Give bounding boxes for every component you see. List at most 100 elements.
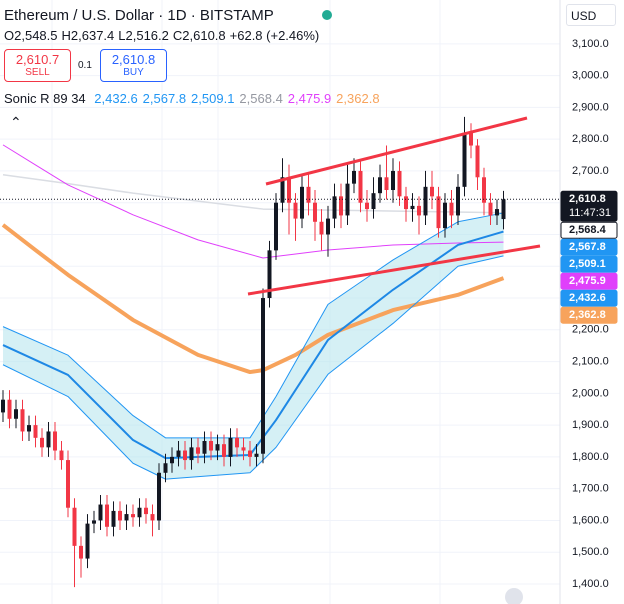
candle-body (365, 202, 369, 210)
y-tick-label: 2,900.0 (572, 101, 609, 113)
candle-body (430, 186, 434, 197)
candle-body (475, 145, 480, 178)
change: +62.8 (+2.46%) (229, 28, 320, 43)
candle-body (228, 437, 233, 457)
band-fill (3, 212, 504, 480)
price-tag (560, 190, 618, 222)
spread: 0.1 (78, 60, 92, 71)
price-tag (560, 306, 618, 324)
indicator-value: 2,567.8 (142, 91, 187, 106)
candle-body (241, 447, 246, 451)
y-tick-label: 2,200.0 (572, 324, 609, 336)
candle-body (501, 199, 506, 220)
candle-body (111, 510, 116, 527)
candle-body (384, 177, 389, 191)
candle-body (443, 202, 447, 229)
candle-body (209, 441, 213, 451)
candle-body (53, 431, 57, 451)
candle-body (306, 186, 311, 203)
candle-body (371, 193, 376, 210)
candle-body (124, 514, 129, 521)
y-tick-label: 1,800.0 (572, 451, 609, 463)
y-tick-label: 1,900.0 (572, 419, 609, 431)
ohlc-key: O (4, 28, 15, 43)
buy-button[interactable]: 2,610.8 BUY (100, 49, 167, 82)
candle-body (469, 132, 473, 146)
y-tick-label: 2,800.0 (572, 133, 609, 145)
candle-body (378, 177, 382, 194)
price-tag (560, 255, 618, 273)
candle-body (449, 202, 454, 216)
candle-body (150, 514, 155, 521)
candle-body (482, 177, 486, 203)
y-tick-label: 3,100.0 (572, 38, 609, 50)
indicator-line (1, 223, 505, 375)
candle-body (20, 409, 25, 432)
y-tick-label: 2,100.0 (572, 355, 609, 367)
candle-body (105, 504, 109, 527)
candle-body (92, 520, 96, 524)
candle-body (326, 218, 330, 235)
trend-line (265, 116, 528, 186)
candle-body (170, 456, 174, 464)
candle-body (261, 298, 265, 454)
sell-label: SELL (25, 67, 50, 78)
ohlc-value: 2,637.4 (70, 28, 115, 43)
candle-body (456, 186, 460, 216)
candle-body (66, 460, 70, 508)
candle-body (196, 447, 200, 454)
candle-body (79, 545, 83, 559)
sell-price: 2,610.7 (15, 52, 60, 67)
candle-body (436, 196, 441, 229)
candle-body (417, 205, 421, 216)
candle-body (345, 183, 350, 216)
ohlc-legend: O2,548.5 H2,637.4 L2,516.2 C2,610.8 +62.8 (+… (4, 28, 319, 43)
price-tag (560, 289, 618, 307)
indicator-value: 2,475.9 (287, 91, 332, 106)
candle-body (287, 177, 291, 203)
candle-body (235, 437, 239, 448)
ohlc-key: L (118, 28, 126, 43)
price-tag-label: 2,432.6 (569, 292, 606, 304)
candle-body (267, 250, 272, 299)
candle-body (254, 453, 259, 457)
price-tag-label: 2,509.1 (569, 258, 606, 270)
price-tag-label: 2,362.8 (569, 309, 606, 321)
candle-body (215, 444, 220, 451)
icon[interactable] (505, 588, 523, 604)
candle-body (14, 409, 18, 419)
indicator-name[interactable]: Sonic R 89 34 (4, 91, 86, 106)
candle-body (339, 196, 343, 216)
candle-body (59, 450, 64, 461)
candle-body (488, 202, 493, 216)
candle-body (1, 399, 5, 413)
candle-body (495, 209, 499, 216)
price-tag (560, 238, 618, 256)
candle-body (397, 170, 402, 197)
candle-body (313, 202, 317, 222)
candle-body (163, 463, 168, 473)
candle-body (358, 170, 363, 203)
candle-body (27, 425, 31, 432)
currency-select[interactable]: USD (566, 4, 616, 26)
y-tick-label: 1,400.0 (572, 578, 609, 590)
indicator-value: 2,509.1 (191, 91, 235, 106)
price-tag-label: 2,610.8 (569, 193, 606, 205)
symbol-title[interactable]: Ethereum / U.S. Dollar · 1D · BITSTAMP (4, 7, 274, 24)
price-tag (560, 221, 618, 239)
candle-body (332, 196, 337, 219)
candle-body (410, 205, 415, 210)
collapse-icon[interactable]: ⌃ (10, 114, 22, 130)
candle-body (202, 441, 207, 454)
candle-body (183, 450, 187, 461)
candle-body (137, 507, 142, 518)
countdown: 11:47:31 (569, 207, 611, 219)
y-tick-label: 2,000.0 (572, 387, 609, 399)
indicator-legend: Sonic R 89 34 2,432.6 2,567.8 2,509.1 2,568… (4, 91, 380, 106)
axis-labels: 1,400.0 1,500.0 1,600.0 1,700.0 1,800.0 1,900… (560, 38, 618, 590)
ohlc-value: 2,516.2 (125, 28, 169, 43)
y-tick-label: 1,700.0 (572, 483, 609, 495)
candle-body (72, 507, 77, 546)
sell-button[interactable]: 2,610.7 SELL (4, 49, 71, 82)
price-tag (560, 272, 618, 290)
